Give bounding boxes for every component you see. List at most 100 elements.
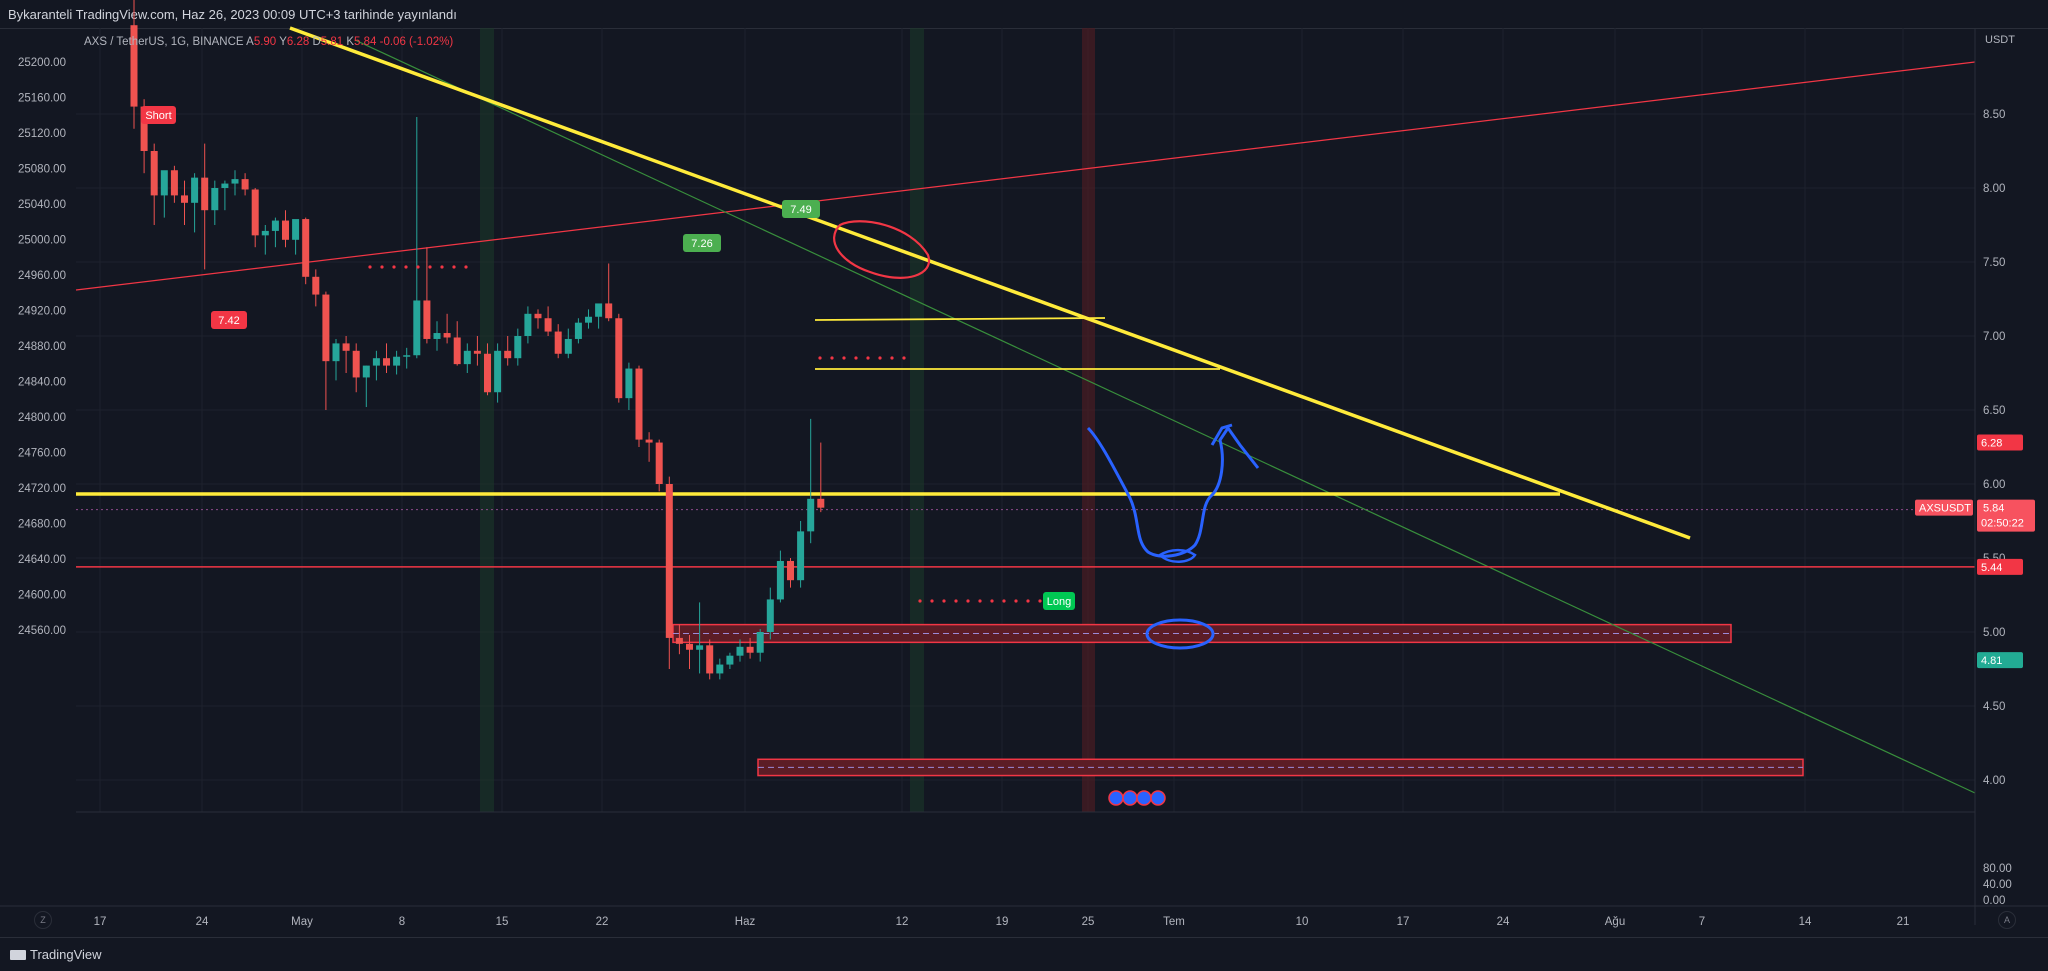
candle-body[interactable]: [766, 599, 774, 632]
timezone-toggle[interactable]: Z: [34, 911, 52, 929]
candle-body[interactable]: [564, 338, 572, 354]
candle-body[interactable]: [635, 368, 643, 440]
candle-body[interactable]: [302, 219, 310, 277]
price-tag-742-box[interactable]: [211, 311, 247, 329]
candle-body[interactable]: [615, 318, 623, 399]
candle-body[interactable]: [191, 177, 199, 203]
candle-body[interactable]: [160, 170, 168, 196]
candle-body[interactable]: [352, 350, 360, 378]
candle-body[interactable]: [140, 106, 148, 151]
candle-body[interactable]: [443, 333, 451, 338]
long-label-box[interactable]: [1043, 592, 1075, 610]
low-label: D: [312, 36, 321, 48]
candle-body[interactable]: [696, 645, 704, 650]
candle-body[interactable]: [484, 353, 491, 393]
candle-body[interactable]: [312, 276, 320, 295]
candle-body[interactable]: [817, 498, 825, 508]
candle-body[interactable]: [524, 313, 532, 336]
economic-event-icon[interactable]: [1150, 790, 1166, 806]
candle-body[interactable]: [170, 170, 178, 196]
red-trendline[interactable]: [75, 61, 1976, 291]
short-label-box[interactable]: [141, 106, 176, 124]
candle-body[interactable]: [211, 188, 219, 211]
candle-body[interactable]: [403, 355, 411, 357]
candle-body[interactable]: [595, 303, 603, 317]
candle-body[interactable]: [756, 632, 764, 653]
candle-body[interactable]: [645, 439, 653, 443]
green-trendline[interactable]: [354, 39, 1976, 794]
candle-body[interactable]: [292, 219, 300, 240]
tradingview-logo[interactable]: TradingView: [10, 947, 102, 962]
price-tag-749-box[interactable]: [782, 200, 820, 218]
economic-event-icon[interactable]: [1136, 790, 1152, 806]
left-axis-tick: 24760.00: [18, 448, 66, 460]
candle-body[interactable]: [463, 350, 471, 365]
candle-body[interactable]: [554, 331, 562, 354]
candle-body[interactable]: [423, 300, 431, 339]
candle-body[interactable]: [231, 179, 239, 184]
candle-body[interactable]: [271, 220, 279, 231]
open-label: A: [246, 36, 254, 48]
candle-body[interactable]: [504, 350, 512, 359]
candle-body[interactable]: [372, 358, 380, 366]
high-value: 6.28: [286, 36, 310, 48]
candle-body[interactable]: [534, 313, 542, 319]
economic-event-icon[interactable]: [1108, 790, 1124, 806]
candle-body[interactable]: [574, 322, 582, 339]
price-tag-726-box[interactable]: [683, 234, 721, 252]
candle-body[interactable]: [726, 655, 734, 665]
candle-body[interactable]: [605, 303, 613, 319]
candle-body[interactable]: [665, 484, 673, 638]
signal-dot: [842, 356, 846, 360]
candle-body[interactable]: [655, 442, 663, 484]
yellow-trendline[interactable]: [289, 26, 1691, 540]
candle-body[interactable]: [473, 350, 481, 354]
candle-body[interactable]: [261, 230, 269, 236]
session-highlight: [1082, 28, 1095, 812]
candle-body[interactable]: [675, 637, 683, 644]
yellow-level-line[interactable]: [814, 317, 1106, 321]
blue-freehand-path[interactable]: [1086, 425, 1260, 558]
candle-body[interactable]: [706, 645, 714, 674]
auto-scale-toggle[interactable]: A: [1998, 911, 2016, 929]
candle-body[interactable]: [241, 179, 249, 190]
candle-body[interactable]: [807, 498, 815, 532]
candle-body[interactable]: [797, 531, 805, 581]
candle-body[interactable]: [494, 350, 502, 393]
economic-event-icon[interactable]: [1122, 790, 1138, 806]
candle-body[interactable]: [736, 646, 744, 656]
candle-body[interactable]: [150, 151, 158, 196]
symbol-legend[interactable]: AXS / TetherUS, 1G, BINANCE A5.90 Y6.28 …: [84, 36, 453, 48]
candle-body[interactable]: [332, 343, 340, 362]
candle-body[interactable]: [393, 356, 401, 366]
candle-body[interactable]: [383, 358, 390, 366]
candle-body[interactable]: [585, 316, 592, 323]
candle-body[interactable]: [201, 177, 209, 211]
candle-body[interactable]: [251, 189, 259, 236]
candle-body[interactable]: [282, 220, 289, 240]
candle-body[interactable]: [362, 365, 370, 378]
candle-body[interactable]: [514, 336, 522, 359]
candle-body[interactable]: [686, 643, 693, 650]
candle-body[interactable]: [342, 343, 350, 351]
candle-body[interactable]: [433, 333, 441, 339]
candle-body[interactable]: [776, 560, 784, 600]
candle-body[interactable]: [716, 664, 724, 674]
candle-body[interactable]: [746, 646, 754, 653]
candle-body[interactable]: [221, 183, 229, 188]
red-freehand-circle[interactable]: [833, 220, 931, 279]
symbol-name[interactable]: AXS / TetherUS, 1G, BINANCE: [84, 36, 244, 48]
price-label-544: 5.44: [1981, 562, 2002, 574]
time-axis-tick: 10: [1296, 916, 1309, 928]
candle-body[interactable]: [544, 318, 552, 332]
candle-body[interactable]: [453, 337, 461, 365]
candle-body[interactable]: [130, 25, 138, 107]
candle-body[interactable]: [322, 294, 330, 362]
candle-body[interactable]: [413, 300, 421, 356]
candle-body[interactable]: [181, 195, 188, 203]
candle-body[interactable]: [625, 368, 633, 399]
support-zone[interactable]: [672, 623, 1732, 644]
candle-body[interactable]: [787, 560, 794, 581]
blue-freehand-ellipse[interactable]: [1145, 618, 1215, 650]
